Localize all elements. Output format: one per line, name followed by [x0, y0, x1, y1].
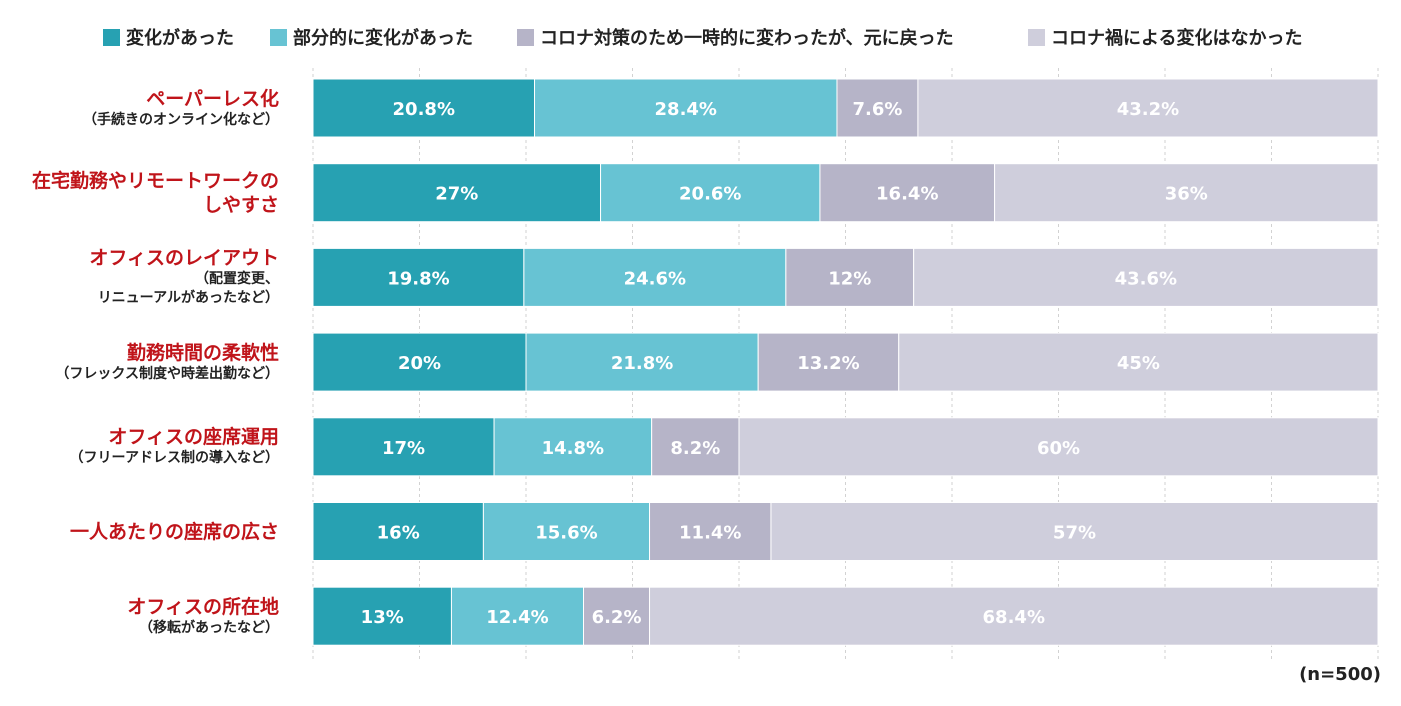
data-label-5-2: 14.8%: [542, 438, 604, 459]
data-label-1-3: 7.6%: [852, 99, 902, 120]
category-subtitle: （配置変更、: [195, 271, 279, 288]
bar-segment-5-2: [493, 417, 653, 477]
data-label-6-2: 15.6%: [535, 523, 597, 544]
data-label-4-4: 45%: [1117, 353, 1160, 374]
data-label-4-1: 20%: [398, 353, 441, 374]
bar-segment-5-4: [738, 417, 1379, 477]
bar-segment-6-4: [770, 502, 1379, 561]
data-label-7-2: 12.4%: [486, 607, 548, 628]
bar-segment-1-4: [917, 78, 1379, 138]
data-label-5-4: 60%: [1037, 438, 1080, 459]
data-label-5-3: 8.2%: [670, 438, 720, 459]
category-title: 在宅勤務やリモートワークの: [31, 169, 279, 192]
bar-segment-7-3: [583, 586, 651, 646]
legend-item-4: コロナ禍による変化はなかった: [1028, 22, 1302, 52]
data-label-6-3: 11.4%: [679, 523, 741, 544]
category-title: オフィスの所在地: [127, 595, 279, 618]
bar-segment-2-2: [600, 163, 821, 223]
category-subtitle: （移転があったなど）: [139, 619, 279, 636]
bar-segment-6-3: [649, 502, 772, 561]
category-subtitle: （フリーアドレス制の導入など）: [69, 450, 279, 467]
legend-swatch-3: [517, 28, 534, 46]
legend-label-2: 部分的に変化があった: [293, 28, 473, 49]
legend: 変化があった 部分的に変化があった コロナ対策のため一時的に変わったが、元に戻った コ…: [0, 22, 1401, 52]
category-label-5: オフィスの座席運用 （フリーアドレス制の導入など）: [70, 425, 279, 468]
legend-label-4: コロナ禍による変化はなかった: [1051, 28, 1303, 49]
data-label-3-1: 19.8%: [387, 268, 449, 289]
category-title: ペーパーレス化: [146, 87, 279, 110]
bar-segment-1-2: [534, 78, 838, 138]
category-label-6: 一人あたりの座席の広さ: [70, 520, 279, 544]
legend-label-3: コロナ対策のため一時的に変わったが、元に戻った: [540, 28, 954, 49]
bar-segment-3-3: [785, 247, 915, 307]
legend-label-1: 変化があった: [126, 28, 234, 49]
data-label-3-3: 12%: [828, 268, 871, 289]
legend-item-3: コロナ対策のため一時的に変わったが、元に戻った: [517, 22, 954, 52]
category-subtitle: （手続きのオンライン化など）: [83, 111, 279, 128]
bar-segment-4-4: [898, 332, 1379, 392]
data-label-3-2: 24.6%: [624, 268, 686, 289]
bar-segment-7-4: [649, 586, 1379, 646]
legend-item-1: 変化があった: [103, 22, 234, 52]
bar-segment-3-4: [913, 247, 1379, 307]
bar-segment-2-4: [994, 163, 1379, 223]
legend-swatch-1: [103, 28, 120, 46]
data-label-1-1: 20.8%: [393, 99, 455, 120]
bar-segment-1-1: [312, 78, 536, 138]
category-title: オフィスのレイアウト: [89, 247, 279, 270]
category-label-1: ペーパーレス化 （手続きのオンライン化など）: [83, 87, 279, 130]
category-title: オフィスの座席運用: [108, 426, 279, 449]
data-label-6-1: 16%: [377, 523, 420, 544]
bar-segment-6-2: [482, 502, 651, 561]
category-title: しやすさ: [203, 193, 279, 216]
data-label-7-4: 68.4%: [983, 607, 1045, 628]
bar-segment-5-1: [312, 417, 495, 477]
category-subtitle: リニューアルがあったなど）: [97, 290, 279, 307]
bar-segment-3-1: [312, 247, 525, 307]
sample-size-note: (n=500): [1299, 664, 1381, 685]
bar-segment-2-3: [819, 163, 996, 223]
category-label-3: オフィスのレイアウト （配置変更、リニューアルがあったなど）: [89, 246, 279, 308]
bar-segment-4-2: [525, 332, 759, 392]
category-label-2: 在宅勤務やリモートワークの しやすさ: [32, 169, 279, 217]
data-label-4-2: 21.8%: [611, 353, 673, 374]
bar-segment-5-3: [651, 417, 740, 477]
category-title: 一人あたりの座席の広さ: [69, 520, 279, 543]
data-label-2-3: 16.4%: [876, 184, 938, 205]
legend-swatch-4: [1028, 28, 1045, 46]
category-subtitle: （フレックス制度や時差出勤など）: [55, 365, 279, 382]
bar-segment-2-1: [312, 163, 602, 223]
data-label-5-1: 17%: [382, 438, 425, 459]
legend-item-2: 部分的に変化があった: [270, 22, 473, 52]
bar-segment-7-1: [312, 586, 452, 646]
data-label-4-3: 13.2%: [797, 353, 859, 374]
data-label-7-1: 13%: [361, 607, 404, 628]
data-label-1-2: 28.4%: [655, 99, 717, 120]
data-label-7-3: 6.2%: [592, 607, 642, 628]
data-label-2-4: 36%: [1165, 184, 1208, 205]
bar-segment-4-1: [312, 332, 527, 392]
category-label-4: 勤務時間の柔軟性 （フレックス制度や時差出勤など）: [55, 341, 279, 384]
data-label-2-1: 27%: [435, 184, 478, 205]
category-label-7: オフィスの所在地 （移転があったなど）: [127, 595, 279, 638]
bar-segment-3-2: [523, 247, 787, 307]
data-label-3-4: 43.6%: [1115, 268, 1177, 289]
bar-segment-1-3: [836, 78, 919, 138]
data-label-2-2: 20.6%: [679, 184, 741, 205]
legend-swatch-2: [270, 28, 287, 46]
category-title: 勤務時間の柔軟性: [126, 341, 279, 364]
data-label-1-4: 43.2%: [1117, 99, 1179, 120]
data-label-6-4: 57%: [1053, 523, 1096, 544]
